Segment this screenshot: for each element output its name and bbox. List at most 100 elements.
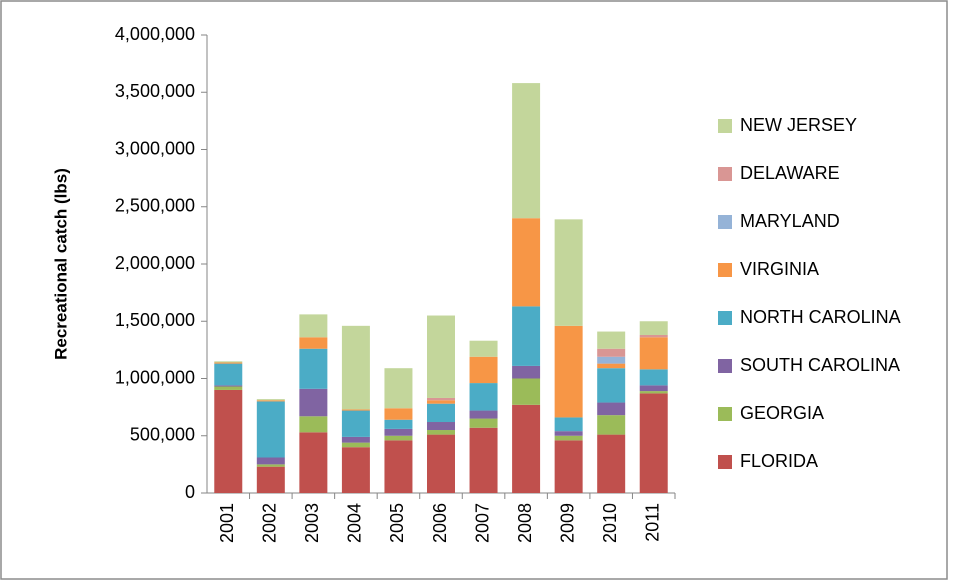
y-tick-label: 2,500,000 <box>115 196 195 216</box>
bar-segment <box>469 340 498 357</box>
bar-segment <box>512 306 541 366</box>
x-tick-label: 2005 <box>387 503 407 543</box>
bar-segment <box>299 416 328 433</box>
y-tick-label: 4,000,000 <box>115 24 195 44</box>
bar-segment <box>384 428 413 436</box>
bar-segment <box>554 440 583 493</box>
bar-segment <box>299 337 328 349</box>
bar-segment <box>469 427 498 493</box>
bar-segment <box>427 315 455 398</box>
y-tick-label: 1,500,000 <box>115 310 195 330</box>
bar-segment <box>214 389 243 493</box>
legend-swatch <box>718 119 732 133</box>
bar-segment <box>639 337 668 370</box>
bar-segment <box>512 378 541 405</box>
bar-segment <box>639 393 668 493</box>
bar-segment <box>341 325 370 410</box>
bar-segment <box>639 321 668 335</box>
bar-segment <box>427 430 455 435</box>
bar-segment <box>512 404 541 493</box>
bar-segment <box>214 363 243 386</box>
legend-label: NORTH CAROLINA <box>740 307 901 327</box>
bar-segment <box>597 331 626 349</box>
x-tick-label: 2011 <box>642 503 662 542</box>
bar-segment <box>639 334 668 338</box>
bar-segment <box>384 440 413 493</box>
x-tick-label: 2006 <box>430 503 450 543</box>
legend-label: VIRGINIA <box>740 259 819 279</box>
y-tick-label: 3,000,000 <box>115 138 195 158</box>
bar-segment <box>597 415 626 435</box>
bar-segment <box>554 435 583 441</box>
x-tick-label: 2004 <box>345 503 365 543</box>
legend-label: FLORIDA <box>740 451 818 471</box>
x-tick-label: 2008 <box>515 503 535 543</box>
bar-segment <box>597 356 626 364</box>
bar-segment <box>512 365 541 379</box>
bar-segment <box>554 325 583 418</box>
bar-segment <box>512 218 541 307</box>
bar-segment <box>214 385 243 387</box>
bar-segment <box>299 432 328 493</box>
bar-segment <box>512 83 541 219</box>
legend-label: NEW JERSEY <box>740 115 857 135</box>
bar-segment <box>427 403 455 423</box>
bar-segment <box>597 402 626 416</box>
y-tick-label: 500,000 <box>130 425 195 445</box>
bar-segment <box>384 368 413 409</box>
legend-swatch <box>718 455 732 469</box>
bar-segment <box>427 400 455 404</box>
bar-segment <box>639 391 668 394</box>
bar-segment <box>341 442 370 448</box>
bar-segment <box>554 219 583 326</box>
y-tick-label: 0 <box>185 482 195 502</box>
bar-segment <box>469 383 498 411</box>
x-tick-label: 2002 <box>260 503 280 543</box>
bar-segment <box>469 356 498 384</box>
bar-segment <box>214 386 243 390</box>
x-tick-label: 2001 <box>217 503 237 543</box>
legend-swatch <box>718 215 732 229</box>
bar-segment <box>256 466 285 493</box>
bar-segment <box>427 422 455 431</box>
legend-swatch <box>718 359 732 373</box>
bar-segment <box>384 419 413 429</box>
bar-segment <box>299 314 328 338</box>
legend-label: SOUTH CAROLINA <box>740 355 900 375</box>
bar-segment <box>256 401 285 458</box>
bar-segment <box>299 388 328 417</box>
bar-segment <box>639 369 668 386</box>
bar-segment <box>554 431 583 436</box>
legend-swatch <box>718 167 732 181</box>
bar-segment <box>384 435 413 441</box>
bar-segment <box>597 363 626 369</box>
legend-label: GEORGIA <box>740 403 824 423</box>
bar-segment <box>256 464 285 467</box>
x-tick-label: 2007 <box>472 503 492 543</box>
bar-segment <box>554 417 583 432</box>
y-tick-label: 1,000,000 <box>115 367 195 387</box>
bar-segment <box>597 368 626 403</box>
y-tick-label: 2,000,000 <box>115 253 195 273</box>
y-axis-label: Recreational catch (lbs) <box>51 168 70 360</box>
bar-segment <box>384 408 413 420</box>
bar-segment <box>469 418 498 428</box>
x-tick-label: 2009 <box>557 503 577 543</box>
bar-segment <box>256 400 285 402</box>
bar-segment <box>256 399 285 401</box>
x-tick-label: 2010 <box>600 503 620 543</box>
bar-segment <box>639 385 668 392</box>
x-tick-label: 2003 <box>302 503 322 543</box>
bar-segment <box>597 348 626 357</box>
bar-segment <box>214 361 243 363</box>
legend-swatch <box>718 407 732 421</box>
legend-swatch <box>718 263 732 277</box>
legend-swatch <box>718 311 732 325</box>
bar-segment <box>427 397 455 401</box>
legend-label: MARYLAND <box>740 211 840 231</box>
bar-segment <box>341 409 370 411</box>
bar-segment <box>256 457 285 465</box>
bar-segment <box>341 436 370 443</box>
